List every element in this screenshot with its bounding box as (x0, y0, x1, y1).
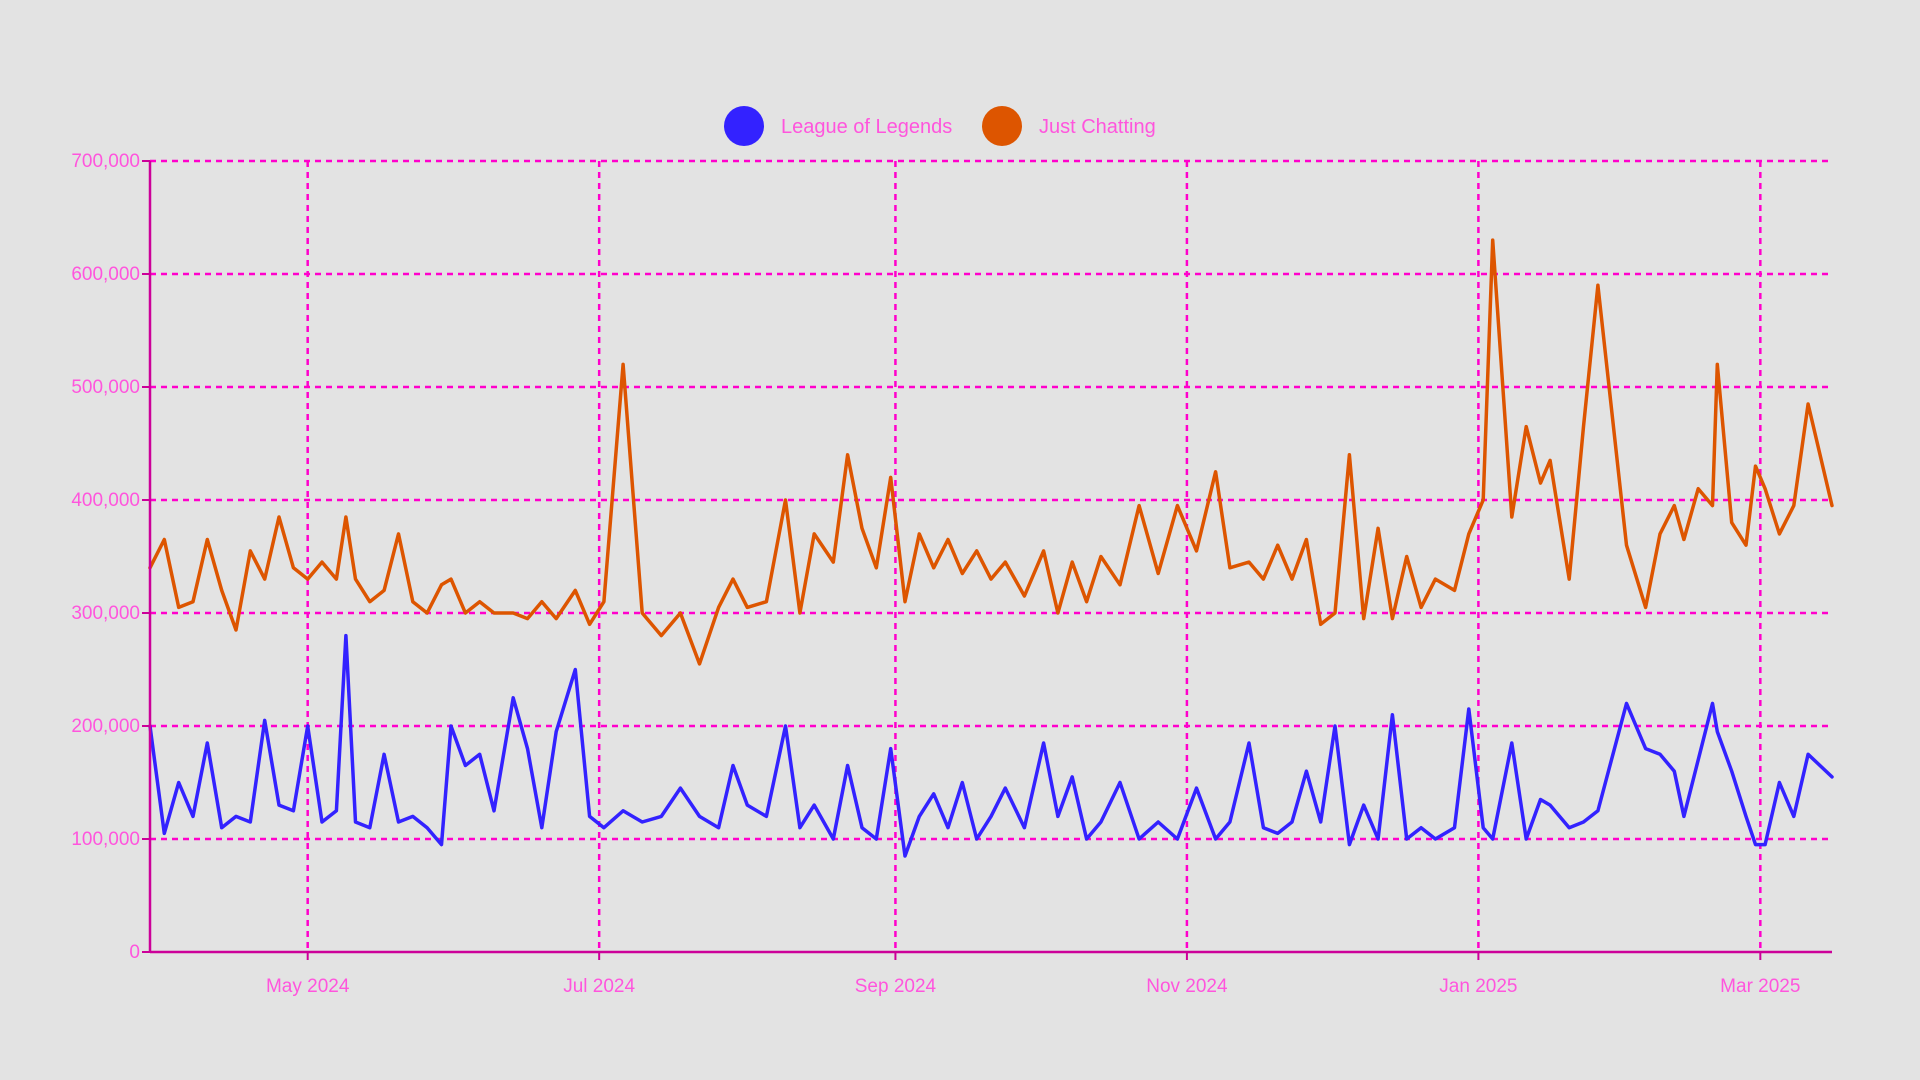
x-tick-label-may-2024: May 2024 (266, 976, 350, 997)
legend-label-league-of-legends: League of Legends (781, 116, 952, 138)
x-tick-label-jan-2025: Jan 2025 (1439, 976, 1517, 997)
x-tick-label-sep-2024: Sep 2024 (855, 976, 937, 997)
y-tick-label-100000: 100,000 (71, 829, 140, 850)
axes (148, 161, 1832, 954)
x-tick-label-mar-2025: Mar 2025 (1720, 976, 1800, 997)
y-tick-label-200000: 200,000 (71, 716, 140, 737)
grid (150, 159, 1832, 952)
legend-label-just-chatting: Just Chatting (1039, 116, 1156, 138)
series-layer (148, 238, 1834, 858)
y-tick-label-700000: 700,000 (71, 151, 140, 172)
y-tick-label-600000: 600,000 (71, 264, 140, 285)
x-tick-label-nov-2024: Nov 2024 (1146, 976, 1228, 997)
y-tick-label-300000: 300,000 (71, 603, 140, 624)
series-line-just-chatting (148, 238, 1834, 666)
legend-marker-just-chatting (982, 106, 1022, 146)
series-line-league-of-legends (148, 633, 1834, 858)
x-tick-label-jul-2024: Jul 2024 (563, 976, 635, 997)
y-tick-label-0: 0 (129, 942, 140, 963)
legend-marker-league-of-legends (724, 106, 764, 146)
y-tick-label-400000: 400,000 (71, 490, 140, 511)
y-tick-label-500000: 500,000 (71, 377, 140, 398)
chart-legend: League of Legends Just Chatting (724, 106, 1156, 146)
y-axis-ticks: 0 100,000 200,000 300,000 400,000 500,000 600,… (71, 151, 150, 963)
x-axis-ticks: May 2024 Jul 2024 Sep 2024 Nov 2024 Jan 2025… (266, 952, 1800, 997)
